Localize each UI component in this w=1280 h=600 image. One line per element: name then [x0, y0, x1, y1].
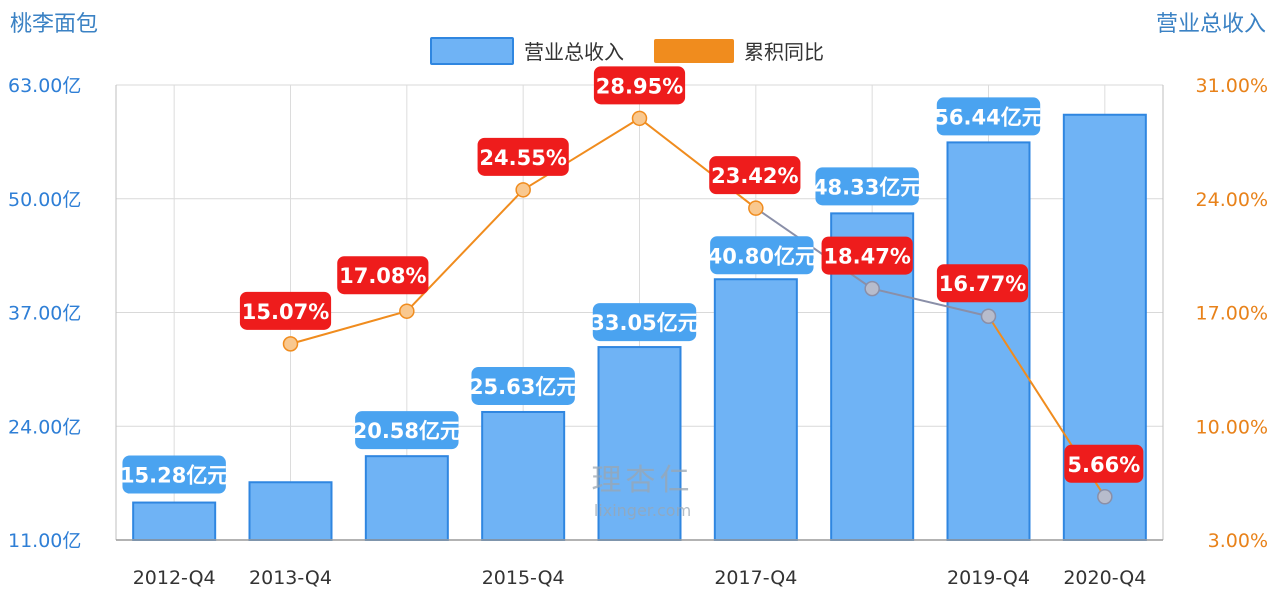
- x-tick-label: 2012-Q4: [133, 567, 216, 589]
- revenue-data-label-bg: [710, 236, 814, 275]
- revenue-bar: [713, 278, 798, 541]
- revenue-bar: [597, 346, 682, 541]
- revenue-data-label-bg: [122, 455, 226, 494]
- y-left-tick-label: 11.00亿: [8, 530, 81, 552]
- y-right-tick-label: 10.00%: [1196, 416, 1268, 438]
- revenue-bar: [946, 141, 1031, 541]
- growth-point: [748, 200, 764, 216]
- growth-data-label: 5.66%: [1067, 453, 1140, 477]
- growth-data-label: 16.77%: [939, 272, 1026, 296]
- growth-data-label: 15.07%: [242, 300, 329, 324]
- revenue-data-label: 40.80亿元: [708, 244, 816, 268]
- watermark: 理杏仁 lixinger.com: [575, 455, 710, 520]
- revenue-data-label-bg: [815, 167, 919, 206]
- revenue-bar: [248, 481, 333, 541]
- revenue-data-label-bg: [471, 366, 575, 405]
- x-tick-label: 2015-Q4: [482, 567, 565, 589]
- y-right-tick-label: 31.00%: [1196, 75, 1268, 97]
- left-axis-title: 桃李面包: [10, 12, 99, 37]
- y-left-tick-label: 63.00亿: [8, 75, 81, 97]
- growth-data-label-bg: [239, 291, 332, 330]
- x-tick-label: 2017-Q4: [714, 567, 797, 589]
- revenue-data-label: 20.58亿元: [353, 419, 461, 443]
- growth-data-label: 23.42%: [711, 164, 798, 188]
- growth-point: [399, 303, 415, 319]
- x-tick-label: 2019-Q4: [947, 567, 1030, 589]
- revenue-data-label: 15.28亿元: [120, 464, 228, 488]
- legend-item-growth[interactable]: 累积同比: [654, 36, 824, 65]
- right-axis-title: 营业总收入: [1155, 12, 1266, 37]
- y-right-tick-label: 3.00%: [1208, 530, 1268, 552]
- growth-line-segment: [755, 207, 873, 290]
- x-tick-label: 2013-Q4: [249, 567, 332, 589]
- growth-data-label-bg: [477, 137, 569, 176]
- y-right-tick-label: 24.00%: [1196, 189, 1268, 211]
- growth-point: [515, 182, 531, 198]
- watermark-url: lixinger.com: [593, 501, 692, 520]
- growth-point: [631, 110, 648, 127]
- y-left-tick-label: 50.00亿: [8, 189, 81, 211]
- x-tick-label: 2020-Q4: [1063, 567, 1146, 589]
- growth-point: [1097, 489, 1113, 505]
- growth-data-label: 17.08%: [339, 264, 426, 288]
- growth-data-label: 28.95%: [596, 74, 683, 98]
- growth-line-segment: [290, 310, 408, 345]
- growth-line-segment: [522, 117, 641, 191]
- revenue-bar: [481, 410, 566, 541]
- legend-swatch-growth: [654, 38, 734, 63]
- revenue-data-label-bg: [592, 303, 697, 342]
- growth-data-label: 18.47%: [823, 245, 910, 269]
- growth-data-label-bg: [936, 264, 1029, 303]
- growth-data-label-bg: [821, 236, 913, 275]
- chart-legend: 营业总收入 累积同比: [430, 36, 840, 65]
- revenue-data-label: 33.05亿元: [590, 311, 698, 335]
- growth-data-label-bg: [337, 256, 429, 295]
- revenue-data-label-bg: [355, 411, 459, 450]
- revenue-bar: [132, 501, 217, 541]
- y-left-tick-label: 24.00亿: [8, 416, 81, 438]
- growth-point: [980, 308, 997, 324]
- y-left-tick-label: 37.00亿: [8, 303, 81, 325]
- growth-data-label: 24.55%: [479, 146, 566, 170]
- growth-point: [864, 280, 880, 297]
- growth-data-label-bg: [1064, 444, 1144, 483]
- growth-data-label-bg: [593, 66, 686, 105]
- growth-point: [282, 336, 299, 352]
- revenue-bar: [364, 455, 449, 541]
- watermark-logo-text: 理杏仁: [591, 463, 694, 498]
- revenue-data-label: 56.44亿元: [934, 105, 1042, 129]
- revenue-data-label: 25.63亿元: [469, 375, 577, 399]
- growth-data-label-bg: [709, 156, 801, 195]
- growth-line-segment: [871, 287, 989, 318]
- legend-label-revenue: 营业总收入: [524, 40, 624, 64]
- legend-item-revenue[interactable]: 营业总收入: [430, 36, 624, 65]
- legend-swatch-revenue: [430, 36, 514, 65]
- revenue-data-label: 48.33亿元: [813, 175, 921, 199]
- legend-label-growth: 累积同比: [744, 40, 824, 64]
- y-right-tick-label: 17.00%: [1196, 303, 1268, 325]
- revenue-data-label-bg: [936, 97, 1041, 136]
